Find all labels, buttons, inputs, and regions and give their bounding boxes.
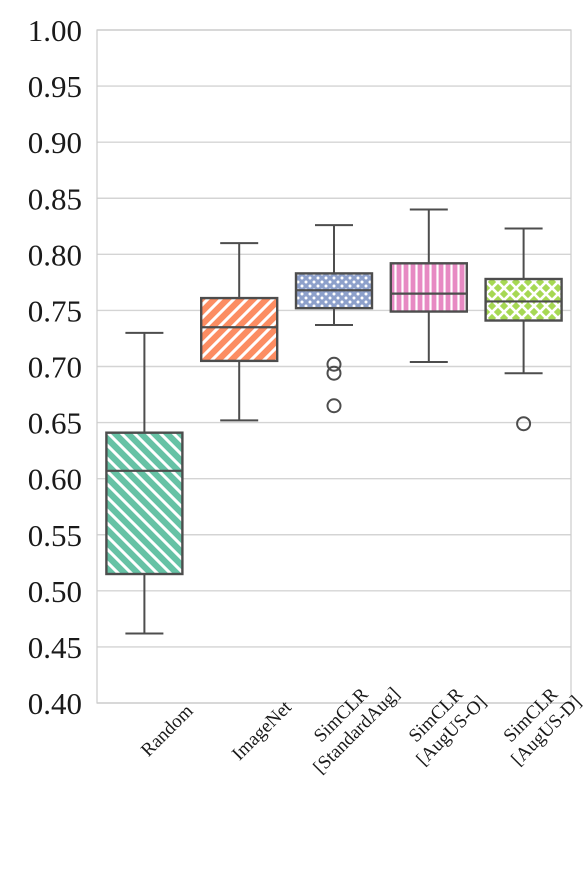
outlier-point	[326, 398, 342, 414]
y-tick-label: 0.55	[28, 518, 82, 553]
box-3	[389, 208, 468, 364]
box-body	[199, 296, 279, 363]
y-tick-label: 0.40	[28, 686, 82, 721]
y-tick-label: 0.85	[28, 181, 82, 216]
y-tick-label: 1.00	[28, 13, 82, 48]
x-axis-category-labels: Random ImageNet SimCLR[StandardAug] SimCLR[…	[137, 668, 586, 778]
category-label-line: Random	[137, 700, 198, 761]
box-4	[484, 227, 563, 432]
y-tick-label: 0.90	[28, 125, 82, 160]
box-body	[389, 262, 468, 313]
y-tick-label: 0.95	[28, 69, 82, 104]
boxes-group	[105, 208, 563, 635]
box-2	[294, 224, 374, 414]
category-label-line: ImageNet	[228, 696, 296, 764]
y-tick-label: 0.50	[28, 574, 82, 609]
y-tick-label: 0.65	[28, 406, 82, 441]
outlier-point	[326, 356, 342, 372]
box-0	[105, 331, 184, 635]
y-axis-tick-labels: 0.40 0.45 0.50 0.55 0.60 0.65 0.70 0.75 0.80 0.85…	[28, 13, 82, 721]
y-tick-label: 0.60	[28, 462, 82, 497]
plot-area-frame	[96, 29, 572, 704]
y-tick-label: 0.80	[28, 237, 82, 272]
x-category-label: ImageNet	[228, 696, 296, 764]
box-body	[484, 277, 563, 322]
box-1	[199, 242, 279, 422]
outlier-point	[516, 416, 532, 432]
y-tick-label: 0.70	[28, 350, 82, 385]
x-category-label: Random	[137, 700, 198, 761]
y-tick-label: 0.45	[28, 630, 82, 665]
x-category-label: SimCLR[StandardAug]	[294, 668, 404, 778]
x-category-label: SimCLR[AugUS-O]	[397, 676, 491, 770]
outlier-point	[326, 365, 342, 381]
y-tick-label: 0.75	[28, 293, 82, 328]
box-body	[105, 431, 184, 576]
